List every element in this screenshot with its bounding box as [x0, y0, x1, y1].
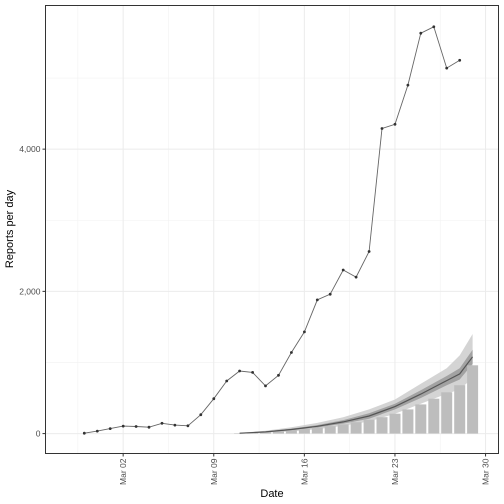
x-tick-label: Mar 16	[299, 458, 309, 485]
data-point	[186, 424, 190, 428]
y-tick-label: 2,000	[19, 286, 41, 296]
bar	[415, 404, 427, 434]
data-point	[264, 384, 267, 388]
panel-border	[45, 5, 499, 454]
confidence-band	[239, 334, 473, 434]
data-point	[393, 122, 397, 126]
series-line	[239, 356, 474, 434]
data-point	[251, 371, 255, 374]
data-point	[134, 425, 138, 428]
line-series	[82, 25, 474, 435]
bar	[389, 413, 401, 434]
data-point	[82, 431, 86, 435]
bar	[428, 398, 440, 434]
panel-background	[45, 5, 499, 454]
data-point	[406, 83, 410, 87]
data-point	[199, 413, 203, 417]
bar	[350, 422, 362, 434]
data-point	[238, 369, 242, 373]
axes: Mar 02 Mar 09 Mar 16 Mar 23 Mar 30 0 2,000 4,00…	[19, 144, 490, 485]
bar	[402, 409, 414, 434]
bar	[247, 432, 259, 434]
bar	[337, 424, 349, 434]
bar	[273, 431, 284, 434]
data-point	[147, 425, 151, 429]
grid	[45, 5, 499, 454]
series-line	[84, 26, 460, 434]
bar	[441, 392, 453, 434]
bar	[260, 432, 271, 434]
data-point	[367, 250, 371, 253]
data-point	[95, 429, 99, 433]
bar	[298, 429, 310, 434]
data-point	[108, 427, 112, 430]
x-tick-label: Mar 30	[481, 458, 491, 485]
bar	[454, 385, 466, 434]
data-point	[303, 330, 306, 334]
x-tick-label: Mar 02	[118, 458, 128, 485]
x-tick-label: Mar 09	[209, 458, 219, 485]
data-point	[432, 25, 436, 29]
data-point	[445, 66, 449, 70]
data-point	[290, 351, 293, 354]
bar	[285, 430, 297, 434]
x-tick-label: Mar 23	[390, 458, 400, 485]
data-point	[419, 31, 423, 35]
bar	[376, 417, 388, 434]
data-point	[458, 58, 462, 62]
data-point	[277, 373, 280, 377]
y-tick-label: 0	[36, 429, 41, 439]
bar	[324, 426, 336, 434]
y-tick-label: 4,000	[19, 144, 41, 154]
bar-series	[234, 365, 479, 434]
data-point	[341, 268, 345, 272]
data-point	[328, 292, 332, 296]
data-point	[380, 127, 384, 130]
data-point	[121, 424, 125, 428]
bar	[467, 365, 479, 434]
bar	[311, 427, 323, 434]
y-axis-title: Reports per day	[4, 189, 16, 268]
x-axis-title: Date	[260, 488, 283, 500]
data-point	[212, 397, 216, 401]
data-point	[173, 423, 177, 427]
bar	[363, 419, 375, 434]
data-point	[315, 298, 319, 302]
data-point	[354, 275, 358, 279]
data-point	[160, 421, 164, 425]
data-point	[225, 379, 229, 383]
